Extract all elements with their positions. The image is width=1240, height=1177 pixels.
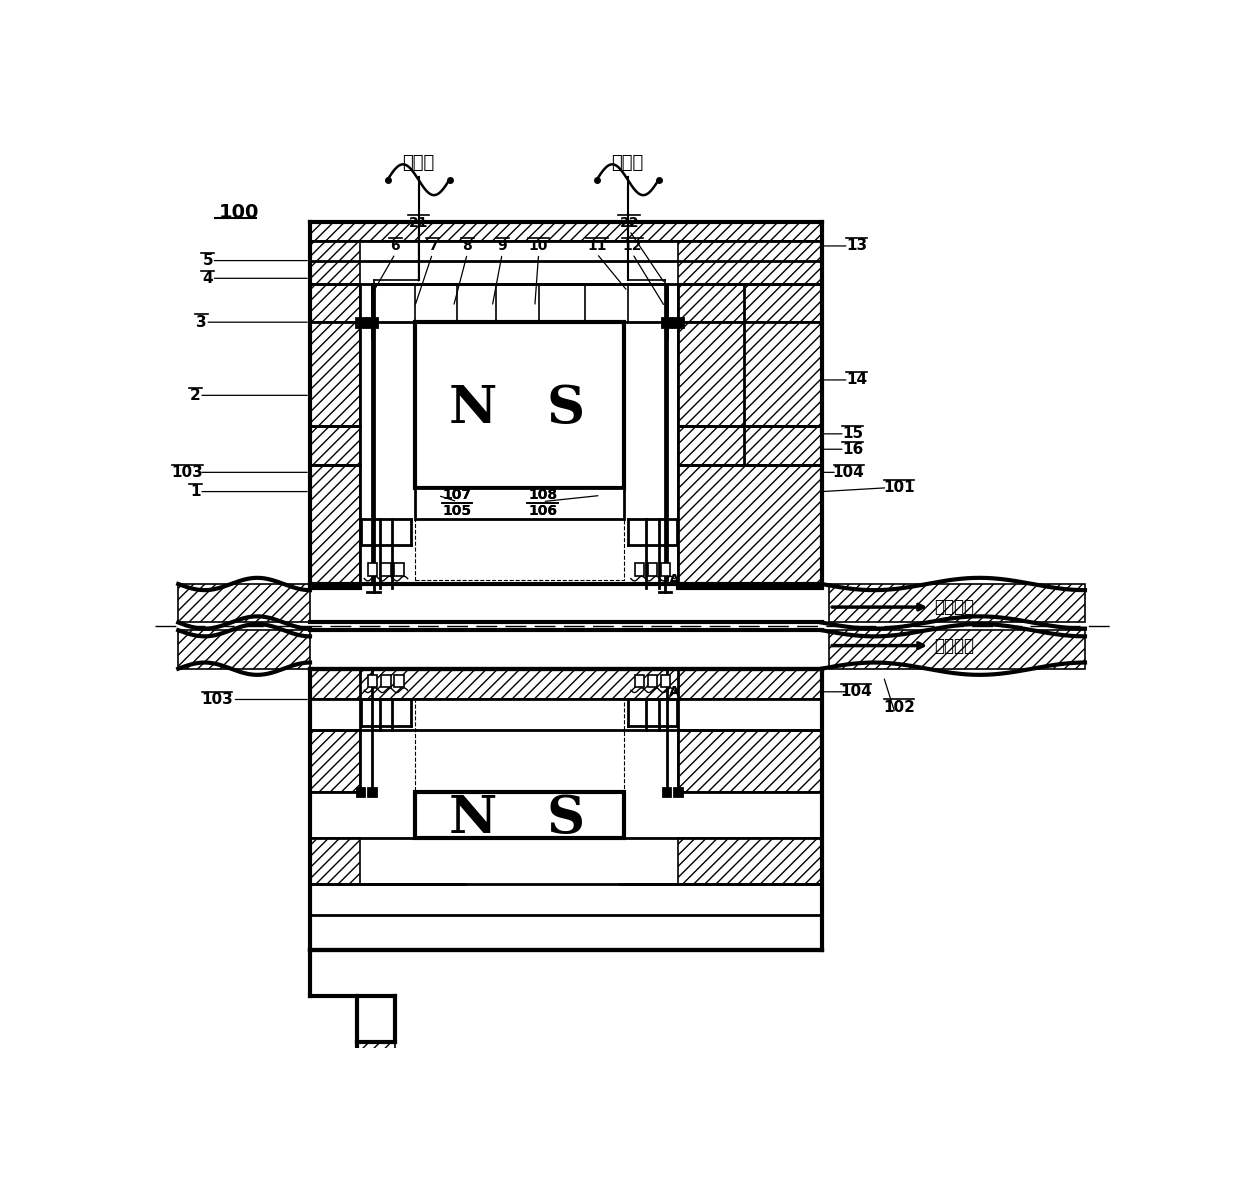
Text: 12: 12 bbox=[622, 239, 642, 253]
Bar bbox=[368, 789, 376, 796]
Text: 107: 107 bbox=[443, 488, 471, 503]
Text: 104: 104 bbox=[833, 465, 864, 480]
Bar bbox=[649, 564, 657, 576]
Text: 107: 107 bbox=[443, 488, 471, 503]
Text: 105: 105 bbox=[443, 504, 471, 518]
Bar bbox=[675, 789, 682, 796]
Bar bbox=[357, 789, 365, 796]
Bar bbox=[368, 564, 377, 576]
Text: 100: 100 bbox=[218, 202, 259, 221]
Bar bbox=[414, 322, 624, 487]
Text: A: A bbox=[668, 573, 680, 587]
Bar bbox=[310, 838, 361, 884]
Text: 9: 9 bbox=[497, 239, 507, 253]
Text: 5: 5 bbox=[202, 253, 213, 268]
Text: 108: 108 bbox=[528, 488, 557, 503]
Text: 106: 106 bbox=[528, 504, 557, 518]
Bar bbox=[382, 564, 391, 576]
Bar bbox=[310, 426, 361, 465]
Text: 101: 101 bbox=[883, 480, 915, 496]
Bar bbox=[414, 792, 624, 838]
Text: 3: 3 bbox=[196, 314, 207, 330]
Text: 11: 11 bbox=[587, 239, 606, 253]
Text: 105: 105 bbox=[443, 504, 471, 518]
Text: 1: 1 bbox=[190, 484, 201, 499]
Text: 103: 103 bbox=[201, 692, 233, 707]
Text: 102: 102 bbox=[883, 699, 915, 714]
Bar bbox=[310, 465, 361, 587]
Text: 2: 2 bbox=[190, 388, 201, 403]
Text: N: N bbox=[449, 793, 497, 844]
Bar bbox=[310, 222, 821, 241]
Bar bbox=[367, 318, 377, 327]
Text: 7: 7 bbox=[428, 239, 438, 253]
Bar bbox=[368, 674, 377, 687]
Bar bbox=[635, 564, 644, 576]
Text: 气体流入: 气体流入 bbox=[934, 598, 973, 616]
Bar bbox=[310, 284, 361, 426]
Bar bbox=[179, 584, 310, 623]
Bar bbox=[414, 487, 624, 519]
Bar bbox=[830, 584, 1085, 623]
Text: 103: 103 bbox=[171, 465, 203, 480]
Text: 4: 4 bbox=[202, 271, 213, 286]
Text: 16: 16 bbox=[842, 441, 863, 457]
Bar bbox=[830, 630, 1085, 669]
Bar bbox=[678, 284, 821, 426]
Bar bbox=[678, 284, 821, 322]
Text: 交流电: 交流电 bbox=[402, 154, 435, 172]
Bar bbox=[661, 674, 671, 687]
Text: A: A bbox=[668, 685, 680, 699]
Text: 15: 15 bbox=[842, 426, 863, 441]
Bar bbox=[678, 730, 821, 792]
Bar bbox=[310, 241, 361, 284]
Bar bbox=[662, 789, 671, 796]
Bar bbox=[179, 630, 310, 669]
Bar bbox=[678, 465, 821, 587]
Bar bbox=[310, 730, 361, 792]
Bar bbox=[310, 669, 821, 699]
Bar bbox=[357, 1042, 396, 1065]
Text: 21: 21 bbox=[409, 215, 428, 230]
Text: S: S bbox=[547, 793, 584, 844]
Bar bbox=[310, 284, 361, 322]
Text: N: N bbox=[449, 383, 497, 434]
Bar bbox=[382, 674, 391, 687]
Bar bbox=[678, 241, 821, 284]
Bar bbox=[661, 564, 671, 576]
Text: 6: 6 bbox=[391, 239, 401, 253]
Bar bbox=[394, 564, 404, 576]
Text: 108: 108 bbox=[528, 488, 557, 503]
Bar bbox=[673, 318, 683, 327]
Text: 10: 10 bbox=[529, 239, 548, 253]
Text: 106: 106 bbox=[528, 504, 557, 518]
Text: 气体流出: 气体流出 bbox=[934, 637, 973, 654]
Text: S: S bbox=[547, 383, 584, 434]
Bar bbox=[394, 674, 404, 687]
Text: 104: 104 bbox=[841, 684, 872, 699]
Text: 13: 13 bbox=[846, 239, 867, 253]
Bar bbox=[678, 426, 821, 465]
Text: 22: 22 bbox=[620, 215, 639, 230]
Bar bbox=[678, 838, 821, 884]
Text: 14: 14 bbox=[846, 372, 867, 387]
Bar bbox=[635, 674, 644, 687]
Bar bbox=[356, 318, 365, 327]
Text: 8: 8 bbox=[463, 239, 472, 253]
Bar bbox=[662, 318, 671, 327]
Bar bbox=[649, 674, 657, 687]
Text: 交流电: 交流电 bbox=[611, 154, 644, 172]
